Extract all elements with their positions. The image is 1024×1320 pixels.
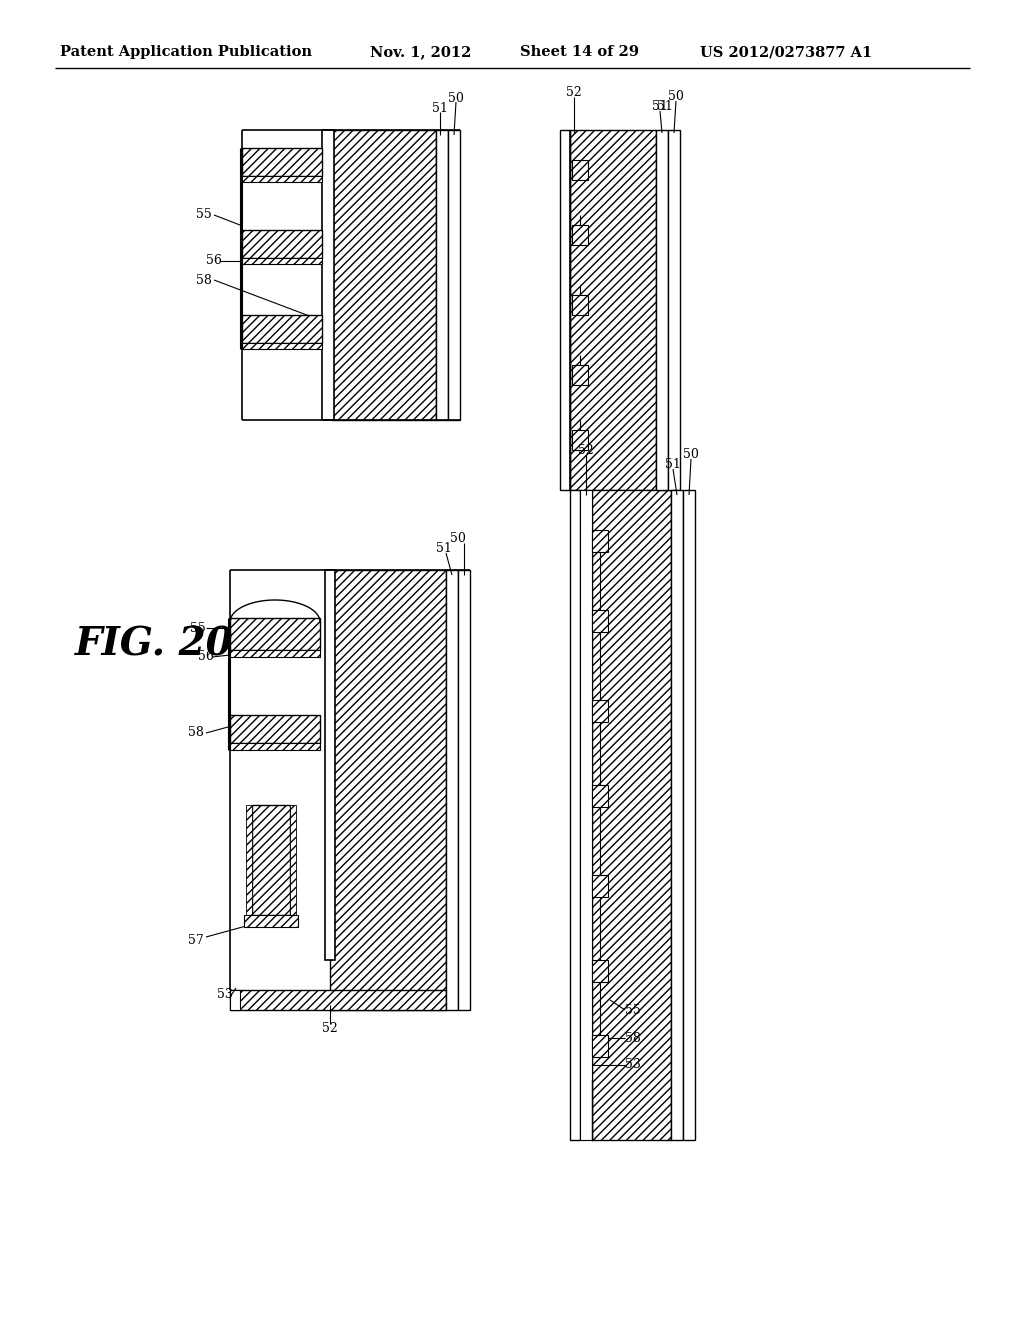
Bar bbox=[683, 490, 695, 1140]
Bar bbox=[325, 570, 335, 960]
Bar bbox=[572, 430, 588, 450]
Text: US 2012/0273877 A1: US 2012/0273877 A1 bbox=[700, 45, 872, 59]
Bar bbox=[242, 315, 322, 343]
Bar bbox=[242, 176, 322, 182]
Bar bbox=[592, 1035, 608, 1057]
Bar bbox=[242, 148, 322, 176]
Text: 51: 51 bbox=[657, 99, 673, 112]
Bar bbox=[671, 490, 683, 1140]
Bar bbox=[446, 570, 458, 1010]
Text: 50: 50 bbox=[449, 91, 464, 104]
Text: 55: 55 bbox=[190, 622, 206, 635]
Bar bbox=[592, 610, 608, 632]
Bar bbox=[572, 294, 588, 315]
Text: Sheet 14 of 29: Sheet 14 of 29 bbox=[520, 45, 639, 59]
Text: 50: 50 bbox=[683, 447, 699, 461]
Bar bbox=[244, 915, 298, 927]
Bar bbox=[592, 960, 608, 982]
Polygon shape bbox=[570, 129, 656, 490]
Bar bbox=[668, 129, 680, 490]
Bar bbox=[436, 129, 449, 420]
Bar bbox=[230, 743, 319, 750]
Text: FIG. 20: FIG. 20 bbox=[75, 626, 233, 664]
Bar bbox=[592, 700, 608, 722]
Text: 58: 58 bbox=[625, 1031, 641, 1044]
Bar bbox=[242, 230, 322, 257]
Text: 51: 51 bbox=[432, 102, 447, 115]
Text: 50: 50 bbox=[451, 532, 466, 544]
Text: 55: 55 bbox=[625, 1003, 641, 1016]
Bar bbox=[252, 805, 290, 915]
Text: Nov. 1, 2012: Nov. 1, 2012 bbox=[370, 45, 471, 59]
Bar bbox=[290, 805, 296, 915]
Text: 53: 53 bbox=[217, 989, 232, 1002]
Text: 51: 51 bbox=[652, 99, 668, 112]
Text: Patent Application Publication: Patent Application Publication bbox=[60, 45, 312, 59]
Bar bbox=[449, 129, 460, 420]
Text: 55: 55 bbox=[197, 209, 212, 222]
Bar bbox=[572, 366, 588, 385]
Bar bbox=[656, 129, 668, 490]
Bar bbox=[592, 531, 608, 552]
Bar bbox=[560, 129, 570, 490]
Text: 58: 58 bbox=[188, 726, 204, 739]
Bar bbox=[242, 257, 322, 264]
Polygon shape bbox=[332, 129, 436, 420]
Bar bbox=[592, 875, 608, 898]
Text: 52: 52 bbox=[323, 1022, 338, 1035]
Bar bbox=[230, 715, 319, 743]
Text: 56: 56 bbox=[198, 651, 214, 664]
Polygon shape bbox=[592, 490, 671, 1140]
Bar bbox=[322, 129, 334, 420]
Text: 51: 51 bbox=[665, 458, 681, 470]
Bar bbox=[246, 805, 252, 915]
Bar bbox=[242, 343, 322, 348]
Text: 50: 50 bbox=[668, 90, 684, 103]
Bar bbox=[572, 224, 588, 246]
Bar bbox=[230, 618, 319, 649]
Polygon shape bbox=[330, 570, 446, 1010]
Bar bbox=[592, 785, 608, 807]
Text: 58: 58 bbox=[196, 273, 212, 286]
Bar bbox=[570, 490, 580, 1140]
Bar bbox=[458, 570, 470, 1010]
Text: 52: 52 bbox=[566, 86, 582, 99]
Text: 53: 53 bbox=[625, 1059, 641, 1072]
Bar bbox=[230, 990, 240, 1010]
Text: 52: 52 bbox=[579, 444, 594, 457]
Bar bbox=[572, 160, 588, 180]
Text: 56: 56 bbox=[206, 255, 222, 268]
Text: 57: 57 bbox=[188, 933, 204, 946]
Text: 51: 51 bbox=[436, 541, 452, 554]
Polygon shape bbox=[230, 990, 446, 1010]
Bar bbox=[580, 490, 592, 1140]
Bar bbox=[230, 649, 319, 657]
